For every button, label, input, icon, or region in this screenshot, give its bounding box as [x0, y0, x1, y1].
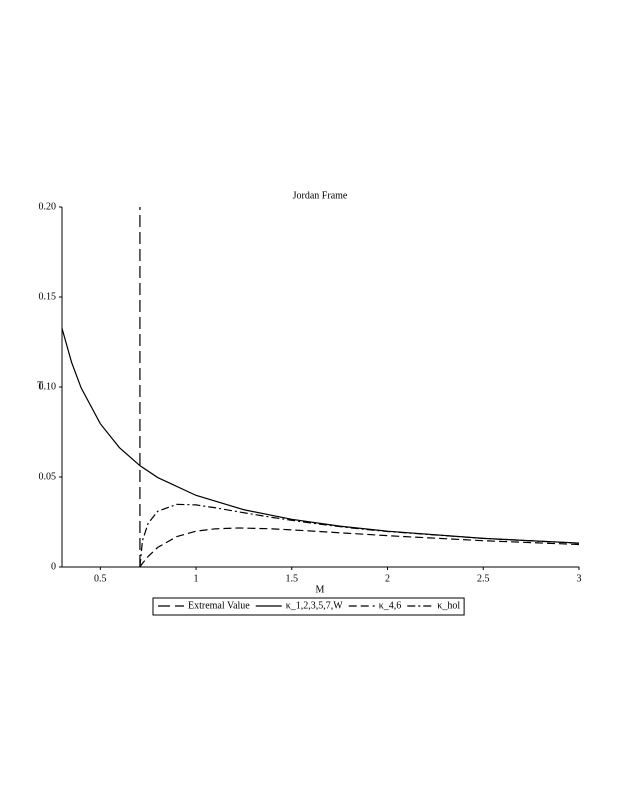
x-tick-label: 2.5	[477, 573, 490, 584]
x-tick-label: 1.5	[286, 573, 299, 584]
y-tick-label: 0.10	[39, 381, 57, 392]
series-line	[139, 527, 580, 568]
chart-title: Jordan Frame	[293, 190, 348, 201]
y-axis-label: T	[37, 380, 43, 391]
legend-label: κ_hol	[437, 600, 460, 611]
series-line	[139, 503, 580, 568]
x-tick-label: 0.5	[94, 573, 107, 584]
legend-label: κ_4,6	[379, 600, 402, 611]
y-tick-label: 0.05	[39, 471, 57, 482]
x-axis-label: M	[316, 584, 325, 595]
x-tick-label: 1	[194, 573, 199, 584]
y-tick-label: 0.20	[39, 201, 57, 212]
x-tick-label: 2	[385, 573, 390, 584]
legend-box	[152, 597, 465, 616]
y-tick-label: 0	[51, 561, 56, 572]
legend-label: κ_1,2,3,5,7,W	[286, 600, 344, 611]
x-tick-label: 3	[577, 573, 582, 584]
legend: Extremal Value κ_1,2,3,5,7,W κ_4,6 κ_hol	[152, 597, 465, 616]
y-tick-label: 0.15	[39, 291, 57, 302]
legend-label: Extremal Value	[188, 600, 250, 611]
